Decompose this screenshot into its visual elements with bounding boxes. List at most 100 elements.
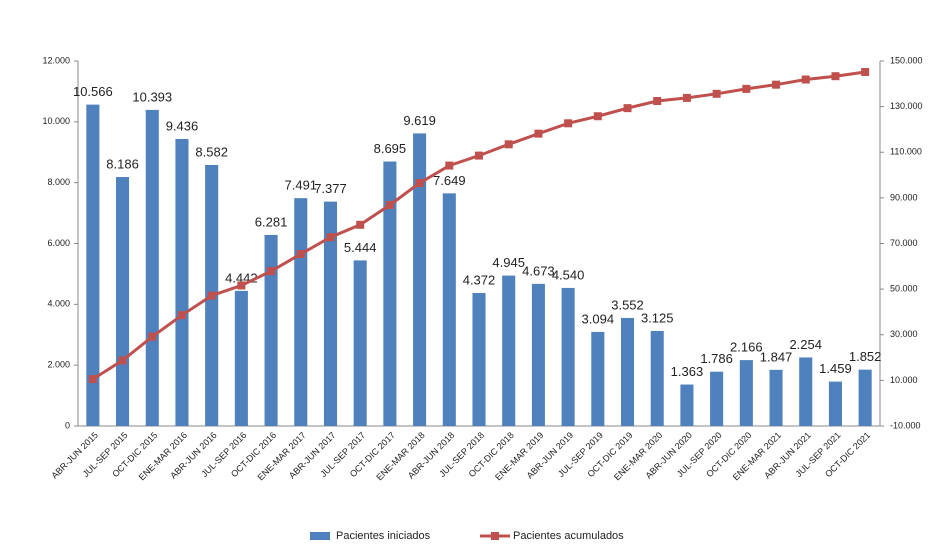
value-label: 10.566 (73, 84, 113, 99)
bar (710, 371, 724, 426)
line-marker (712, 89, 721, 98)
value-label: 10.393 (132, 89, 172, 104)
line-marker (475, 151, 483, 160)
value-label: 3.094 (582, 311, 615, 326)
value-label: 1.786 (700, 351, 733, 366)
bar (858, 369, 872, 426)
legend-swatch (310, 532, 330, 540)
legend-label: Pacientes iniciados (336, 530, 431, 542)
bar (769, 369, 783, 426)
line-marker (88, 375, 97, 384)
y2-tick-label: -10.000 (890, 420, 921, 430)
line-marker (267, 267, 276, 276)
value-label: 7.377 (314, 181, 347, 196)
value-label: 8.186 (106, 156, 139, 171)
bar (591, 331, 605, 426)
value-label: 4.540 (552, 267, 585, 282)
line-marker (296, 250, 305, 259)
line-marker (118, 356, 127, 365)
value-label: 7.649 (433, 173, 466, 188)
legend-swatch (491, 532, 499, 540)
y-tick-label: 0 (65, 420, 70, 430)
y-tick-label: 8.000 (47, 177, 70, 187)
line-marker (653, 97, 662, 106)
line-marker (207, 291, 216, 300)
value-label: 5.444 (344, 240, 377, 255)
value-label: 4.673 (522, 263, 555, 278)
value-label: 2.254 (789, 337, 822, 352)
bar (531, 283, 545, 426)
line-marker (177, 311, 186, 320)
value-label: 6.281 (255, 214, 288, 229)
y2-tick-label: 150.000 (890, 55, 923, 65)
value-label: 1.459 (819, 361, 852, 376)
value-label: 3.125 (641, 310, 674, 325)
value-label: 4.372 (463, 272, 496, 287)
line-marker (772, 80, 781, 89)
line-marker (445, 161, 454, 170)
y2-tick-label: 30.000 (890, 329, 918, 339)
bar (264, 234, 278, 426)
value-label: 1.363 (671, 364, 704, 379)
y-tick-label: 6.000 (47, 238, 70, 248)
bar (442, 193, 456, 426)
line-marker (801, 75, 810, 84)
value-label: 1.847 (760, 349, 793, 364)
value-label: 3.552 (611, 297, 644, 312)
line-marker (504, 140, 513, 149)
line-marker (385, 200, 394, 209)
y2-tick-label: 70.000 (890, 238, 918, 248)
line-marker (356, 220, 365, 229)
bar (175, 138, 189, 426)
value-label: 4.945 (492, 255, 525, 270)
value-label: 1.852 (849, 349, 882, 364)
line-marker (623, 104, 632, 113)
bar (116, 177, 130, 426)
y-tick-label: 10.000 (42, 116, 70, 126)
bar (680, 384, 694, 426)
y2-tick-label: 50.000 (890, 284, 918, 294)
bar (828, 381, 842, 426)
line-marker (742, 84, 751, 93)
y-tick-label: 12.000 (42, 55, 70, 65)
legend-label: Pacientes acumulados (513, 530, 624, 542)
line-marker (861, 67, 870, 76)
bar (413, 133, 427, 426)
bar (323, 201, 338, 426)
line-marker (237, 281, 246, 290)
bar (799, 357, 813, 426)
value-label: 2.166 (730, 340, 763, 355)
bar (86, 104, 100, 427)
line-marker (682, 93, 691, 102)
bar (353, 260, 367, 426)
y-tick-label: 4.000 (47, 299, 70, 309)
bar (145, 109, 159, 427)
bar (561, 287, 575, 426)
value-label: 9.619 (403, 113, 436, 128)
y2-tick-label: 130.000 (890, 101, 923, 111)
value-label: 7.491 (285, 178, 318, 193)
line-marker (831, 72, 840, 81)
bar (234, 290, 248, 426)
bar (739, 360, 753, 426)
bar (502, 275, 516, 426)
line-marker (534, 129, 543, 138)
line-marker (564, 119, 573, 128)
bar (294, 198, 308, 426)
line-marker (415, 179, 424, 188)
value-label: 8.695 (374, 141, 407, 156)
bar (383, 161, 397, 426)
y2-tick-label: 90.000 (890, 192, 918, 202)
bar (620, 317, 635, 426)
line-marker (326, 233, 335, 242)
bar (650, 330, 664, 426)
value-label: 8.582 (195, 144, 228, 159)
line-marker (148, 332, 157, 341)
line-marker (593, 112, 602, 121)
value-label: 9.436 (166, 118, 199, 133)
y2-tick-label: 10.000 (890, 375, 918, 385)
bar (472, 293, 486, 426)
y2-tick-label: 110.000 (890, 147, 922, 157)
y-tick-label: 2.000 (47, 360, 70, 370)
